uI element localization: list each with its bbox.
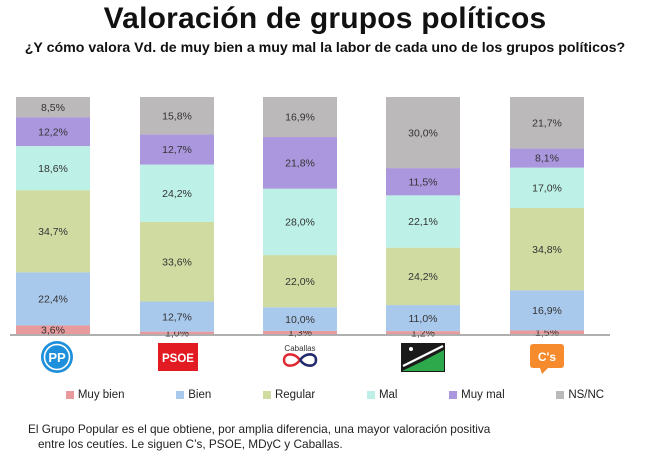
bar-segment	[263, 97, 337, 138]
legend-item: Mal	[366, 389, 398, 401]
bar-segment	[140, 97, 214, 135]
bar-segment	[263, 330, 337, 334]
bar-segment	[510, 290, 584, 331]
data-label: 12,7%	[162, 311, 192, 323]
data-label: 12,7%	[162, 144, 192, 156]
bar-segment	[16, 190, 90, 273]
bar-segment	[263, 188, 337, 256]
psoe-logo-text: PSOE	[162, 353, 194, 365]
data-label: 22,1%	[408, 216, 438, 228]
legend-label: Mal	[378, 389, 398, 401]
data-label: 24,2%	[408, 271, 438, 283]
pp-logo: PP	[41, 341, 73, 373]
footnote-line-1: El Grupo Popular es el que obtiene, por …	[28, 422, 491, 436]
bar-segment	[386, 168, 460, 196]
bar-segment	[386, 247, 460, 306]
bar-segment	[16, 272, 90, 326]
legend-swatch	[366, 391, 375, 399]
caballas-logo-text: Caballas	[284, 344, 315, 353]
bar-segment	[510, 97, 584, 149]
bar-segment	[263, 255, 337, 308]
legend-item: NS/NC	[556, 389, 604, 401]
cs-logo: C's	[530, 344, 564, 374]
legend-swatch	[65, 391, 74, 399]
bar-segment	[510, 207, 584, 291]
bar-segment	[510, 148, 584, 168]
bar-segment	[510, 330, 584, 334]
bar-segment	[263, 137, 337, 189]
bar-segment	[16, 146, 90, 191]
pp-logo-text: PP	[48, 350, 66, 365]
cs-logo-text: C's	[538, 350, 557, 364]
chart-subtitle: ¿Y cómo valora Vd. de muy bien a muy mal…	[24, 40, 626, 56]
bar-segment	[140, 221, 214, 302]
legend-item: Muy bien	[65, 389, 125, 401]
data-label: 34,8%	[532, 244, 562, 256]
bar-segment	[386, 331, 460, 334]
data-label: 18,6%	[38, 163, 68, 175]
bar-segment	[386, 195, 460, 248]
bar-segment	[16, 97, 90, 118]
bar-segment	[140, 331, 214, 334]
bars-group: 3,6%22,4%34,7%18,6%12,2%8,5%1,0%12,7%33,…	[16, 97, 584, 340]
data-label: 24,2%	[162, 188, 192, 200]
legend-swatch	[176, 391, 185, 399]
caballas-logo: Caballas	[282, 344, 318, 367]
data-label: 11,5%	[409, 176, 438, 188]
data-label: 16,9%	[532, 305, 562, 317]
legend-item: Muy mal	[449, 389, 505, 401]
data-label: 16,9%	[285, 112, 315, 124]
bar-segment	[140, 301, 214, 332]
legend-swatch	[556, 391, 565, 399]
footnote-line-2: entre los ceutíes. Le siguen C’s, PSOE, …	[38, 437, 343, 451]
legend-swatch	[449, 391, 458, 399]
legend-swatch	[262, 391, 271, 399]
chart-legend: Muy bien Bien Regular Mal Muy mal NS/NC	[40, 386, 630, 404]
data-label: 8,5%	[41, 102, 65, 114]
legend-label: NS/NC	[568, 389, 605, 401]
data-label: 8,1%	[535, 153, 559, 165]
data-label: 28,0%	[285, 217, 315, 229]
bar-segment	[510, 167, 584, 208]
psoe-logo: PSOE	[158, 343, 198, 371]
data-label: 12,2%	[38, 126, 68, 138]
data-label: 10,0%	[285, 314, 315, 326]
chart-title: Valoración de grupos políticos	[103, 2, 547, 35]
bar-segment	[16, 117, 90, 147]
data-label: 11,0%	[409, 313, 438, 325]
legend-label: Muy mal	[461, 389, 505, 401]
data-label: 21,8%	[285, 158, 315, 170]
legend-item: Regular	[262, 389, 316, 401]
data-label: 34,7%	[38, 226, 68, 238]
data-label: 21,7%	[532, 117, 562, 129]
bar-segment	[140, 134, 214, 165]
legend-label: Regular	[274, 389, 316, 401]
data-label: 3,6%	[41, 324, 65, 336]
data-label: 22,0%	[285, 276, 315, 288]
bar-segment	[386, 305, 460, 332]
data-label: 17,0%	[532, 182, 562, 194]
legend-item: Bien	[176, 389, 211, 401]
footnote: El Grupo Popular es el que obtiene, por …	[28, 422, 628, 452]
bar-segment	[16, 325, 90, 334]
bar-segment	[263, 307, 337, 331]
legend-label: Muy bien	[77, 389, 125, 401]
data-label: 30,0%	[408, 127, 438, 139]
data-label: 33,6%	[162, 256, 192, 268]
bar-segment	[386, 97, 460, 169]
data-label: 22,4%	[38, 294, 68, 306]
mdyc-logo	[401, 343, 445, 372]
bar-segment	[140, 164, 214, 222]
legend-label: Bien	[188, 389, 212, 401]
data-label: 15,8%	[162, 110, 192, 122]
